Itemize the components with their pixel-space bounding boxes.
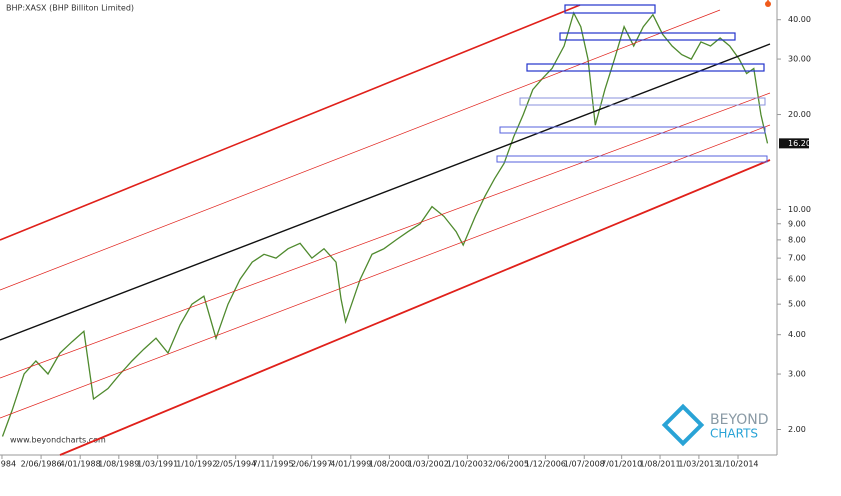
channel-lower <box>59 159 771 456</box>
channel-drawings <box>0 0 771 456</box>
x-tick-label: 1/10/1992 <box>176 460 217 469</box>
x-tick-label: 4/01/1999 <box>330 460 371 469</box>
x-tick-label: 1/08/2000 <box>369 460 410 469</box>
zone-box <box>526 63 765 72</box>
last-price-box <box>779 138 809 149</box>
y-tick-label: 9.00 <box>788 219 806 228</box>
x-tick-label: 1/08/1989 <box>98 460 139 469</box>
y-tick-label: 30.00 <box>788 55 811 64</box>
x-tick-label: 1/08/2011 <box>640 460 681 469</box>
x-tick-label: 2/06/1986 <box>21 460 62 469</box>
x-tick-label: 1/12/2006 <box>525 460 566 469</box>
x-tick-label: 2/05/1994 <box>215 460 256 469</box>
channel-upper <box>0 4 581 241</box>
channel-thin <box>0 92 771 379</box>
x-tick-label: 7/11/1995 <box>253 460 294 469</box>
logo-icon <box>661 403 705 447</box>
alert-marker <box>765 1 771 7</box>
zone-box <box>519 97 766 106</box>
x-tick-label: 1/1984 <box>0 460 16 469</box>
logo: BEYOND CHARTS <box>661 403 769 447</box>
y-tick-label: 4.00 <box>788 330 806 339</box>
x-tick-label: 2/06/1997 <box>291 460 332 469</box>
y-tick-label: 10.00 <box>788 205 811 214</box>
zone-box <box>496 155 768 163</box>
chart-title: BHP:XASX (BHP Billiton Limited) <box>6 4 134 13</box>
zone-box <box>499 126 766 134</box>
zone-box <box>564 4 656 14</box>
price-line <box>1 11 769 437</box>
last-price-label: 16.20 <box>788 139 811 148</box>
y-tick-label: 6.00 <box>788 275 806 284</box>
x-tick-label: 4/01/1988 <box>60 460 101 469</box>
y-tick-label: 3.00 <box>788 370 806 379</box>
y-tick-label: 7.00 <box>788 254 806 263</box>
zone-box <box>559 32 736 41</box>
channel-thin <box>0 124 771 419</box>
y-tick-label: 8.00 <box>788 235 806 244</box>
x-tick-label: 1/03/2002 <box>408 460 449 469</box>
channel-thin <box>0 9 721 291</box>
y-tick-label: 40.00 <box>788 15 811 24</box>
x-tick-label: 1/10/2014 <box>718 460 759 469</box>
logo-text: BEYOND <box>710 412 769 428</box>
y-tick-label: 2.00 <box>788 425 806 434</box>
logo-text: CHARTS <box>710 427 758 441</box>
x-tick-label: 1/10/2003 <box>447 460 488 469</box>
channel-mid <box>0 43 771 341</box>
x-tick-label: 7/01/2010 <box>601 460 642 469</box>
watermark: www.beyondcharts.com <box>10 436 106 445</box>
x-tick-label: 1/03/1991 <box>137 460 178 469</box>
x-tick-label: 1/07/2008 <box>564 460 605 469</box>
x-tick-label: 1/03/2013 <box>678 460 719 469</box>
y-tick-label: 5.00 <box>788 300 806 309</box>
x-tick-label: 2/06/2005 <box>488 460 529 469</box>
y-tick-label: 20.00 <box>788 110 811 119</box>
